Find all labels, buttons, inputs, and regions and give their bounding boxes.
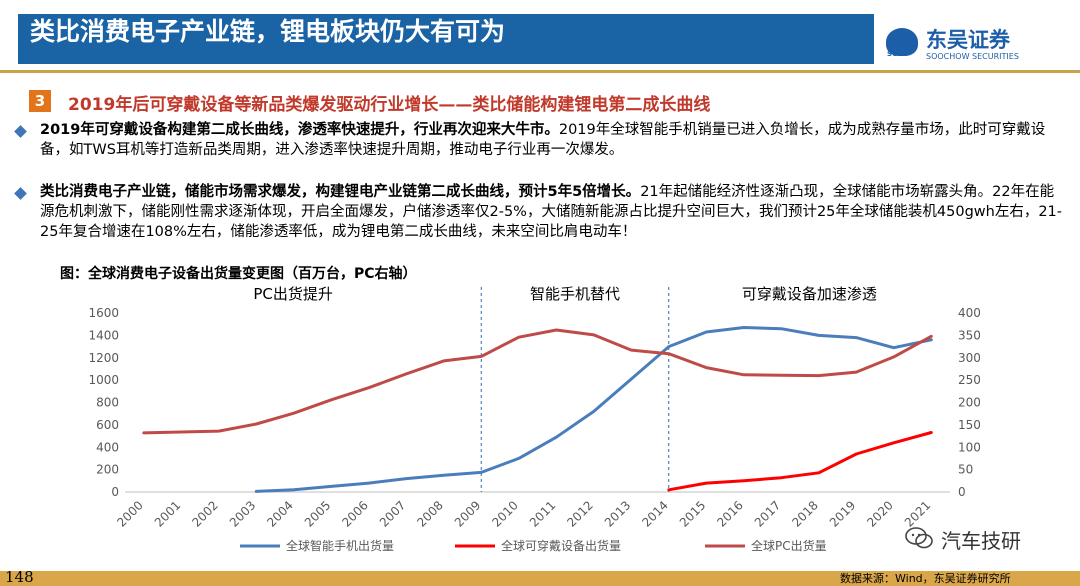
y-tick-label-left: 400 <box>96 440 119 454</box>
y-tick-label-left: 0 <box>111 485 119 499</box>
line-chart: 0 200 400 600 800 1000 1200 1400 1600 0 50 100 150 20… <box>88 285 980 553</box>
y-tick-label-right: 50 <box>958 463 973 477</box>
logo-mark-text: SCS <box>887 50 903 58</box>
y-tick-label-left: 1000 <box>88 373 119 387</box>
y-tick-label-left: 1600 <box>88 306 119 320</box>
bullet-1-text: 2019年全球智能手机销量已进入负增长，成为成熟存量市场，此时可穿戴设备，如TW… <box>40 122 1046 158</box>
series-line <box>667 431 933 492</box>
footer-bar <box>0 571 1080 586</box>
legend-label: 全球智能手机出货量 <box>286 538 394 553</box>
bullet-diamond-icon <box>14 187 27 200</box>
period-annotation: PC出货提升 <box>253 285 333 303</box>
logo-name-cn: 东吴证券 <box>926 28 1010 52</box>
x-tick-label: 2002 <box>189 498 220 529</box>
x-tick-label: 2005 <box>302 498 333 529</box>
x-tick-label: 2020 <box>864 498 895 529</box>
x-tick-label: 2001 <box>152 498 183 529</box>
y-tick-label-left: 1200 <box>88 351 119 365</box>
x-tick-label: 2008 <box>414 498 445 529</box>
bullet-2-text: 21年起储能经济性逐渐凸现，全球储能市场崭露头角。22年在能源危机刺激下，储能刚… <box>40 184 1063 240</box>
data-source: 数据来源：Wind，东吴证券研究所 <box>840 572 1011 585</box>
section-number: 3 <box>29 90 51 112</box>
figure-caption: 图：全球消费电子设备出货量变更图（百万台，PC右轴） <box>60 266 417 282</box>
bullet-paragraph-2: 类比消费电子产业链，储能市场需求爆发，构建锂电产业链第二成长曲线，预计5年5倍增… <box>40 182 1065 242</box>
legend-label: 全球可穿戴设备出货量 <box>501 538 621 553</box>
x-tick-label: 2004 <box>264 498 295 529</box>
x-tick-label: 2015 <box>677 498 708 529</box>
x-tick-label: 2007 <box>377 498 408 529</box>
period-annotation: 智能手机替代 <box>530 285 620 303</box>
bullet-paragraph-1: 2019年可穿戴设备构建第二成长曲线，渗透率快速提升，行业再次迎来大牛市。201… <box>40 120 1065 160</box>
x-tick-label: 2014 <box>639 498 670 529</box>
y-tick-label-left: 800 <box>96 396 119 410</box>
y-tick-label-right: 200 <box>958 396 980 410</box>
section-title: 2019年后可穿戴设备等新品类爆发驱动行业增长——类比储能构建锂电第二成长曲线 <box>68 95 711 115</box>
x-tick-label: 2006 <box>339 498 370 529</box>
x-tick-label: 2009 <box>452 498 483 529</box>
bullet-diamond-icon <box>14 125 27 138</box>
series-line <box>254 326 933 493</box>
x-tick-label: 2000 <box>114 498 145 529</box>
y-tick-label-right: 300 <box>958 351 980 365</box>
period-annotation: 可穿戴设备加速渗透 <box>742 285 877 303</box>
x-tick-label: 2017 <box>752 498 783 529</box>
x-tick-label: 2021 <box>902 498 933 529</box>
page-number: 148 <box>5 568 34 586</box>
x-tick-label: 2018 <box>789 498 820 529</box>
header: 类比消费电子产业链，锂电板块仍大有可为 SCS 东吴证券 SOOCHOW SEC… <box>0 0 1080 70</box>
y-tick-label-right: 0 <box>958 485 966 499</box>
page-title: 类比消费电子产业链，锂电板块仍大有可为 <box>30 17 506 46</box>
y-tick-label-left: 600 <box>96 418 119 432</box>
y-tick-label-left: 200 <box>96 463 119 477</box>
x-tick-label: 2019 <box>827 498 858 529</box>
title-bar <box>18 14 874 64</box>
y-tick-label-left: 1400 <box>88 328 119 342</box>
bullet-1-bold: 2019年可穿戴设备构建第二成长曲线，渗透率快速提升，行业再次迎来大牛市。 <box>40 122 559 138</box>
y-tick-label-right: 150 <box>958 418 980 432</box>
watermark-text: 汽车技研 <box>941 529 1021 553</box>
header-divider <box>0 70 1080 73</box>
wechat-icon <box>905 527 933 549</box>
logo-mark-icon <box>886 28 918 56</box>
company-logo: SCS 东吴证券 SOOCHOW SECURITIES <box>886 24 1056 64</box>
y-tick-label-right: 350 <box>958 328 980 342</box>
bullet-2-bold: 类比消费电子产业链，储能市场需求爆发，构建锂电产业链第二成长曲线，预计5年5倍增… <box>40 184 641 200</box>
logo-name-en: SOOCHOW SECURITIES <box>926 52 1019 61</box>
x-tick-label: 2016 <box>714 498 745 529</box>
y-tick-label-right: 250 <box>958 373 980 387</box>
y-tick-label-right: 400 <box>958 306 980 320</box>
x-tick-label: 2010 <box>489 498 520 529</box>
y-tick-label-right: 100 <box>958 440 980 454</box>
legend-label: 全球PC出货量 <box>751 538 827 553</box>
x-tick-label: 2012 <box>564 498 595 529</box>
series-line <box>142 328 933 435</box>
x-tick-label: 2011 <box>527 498 558 529</box>
x-tick-label: 2013 <box>602 498 633 529</box>
x-tick-label: 2003 <box>227 498 258 529</box>
